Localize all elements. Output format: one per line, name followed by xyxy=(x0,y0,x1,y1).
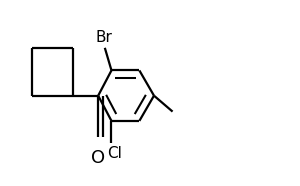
Text: O: O xyxy=(91,149,105,167)
Text: Cl: Cl xyxy=(107,146,122,161)
Text: Br: Br xyxy=(95,30,112,45)
